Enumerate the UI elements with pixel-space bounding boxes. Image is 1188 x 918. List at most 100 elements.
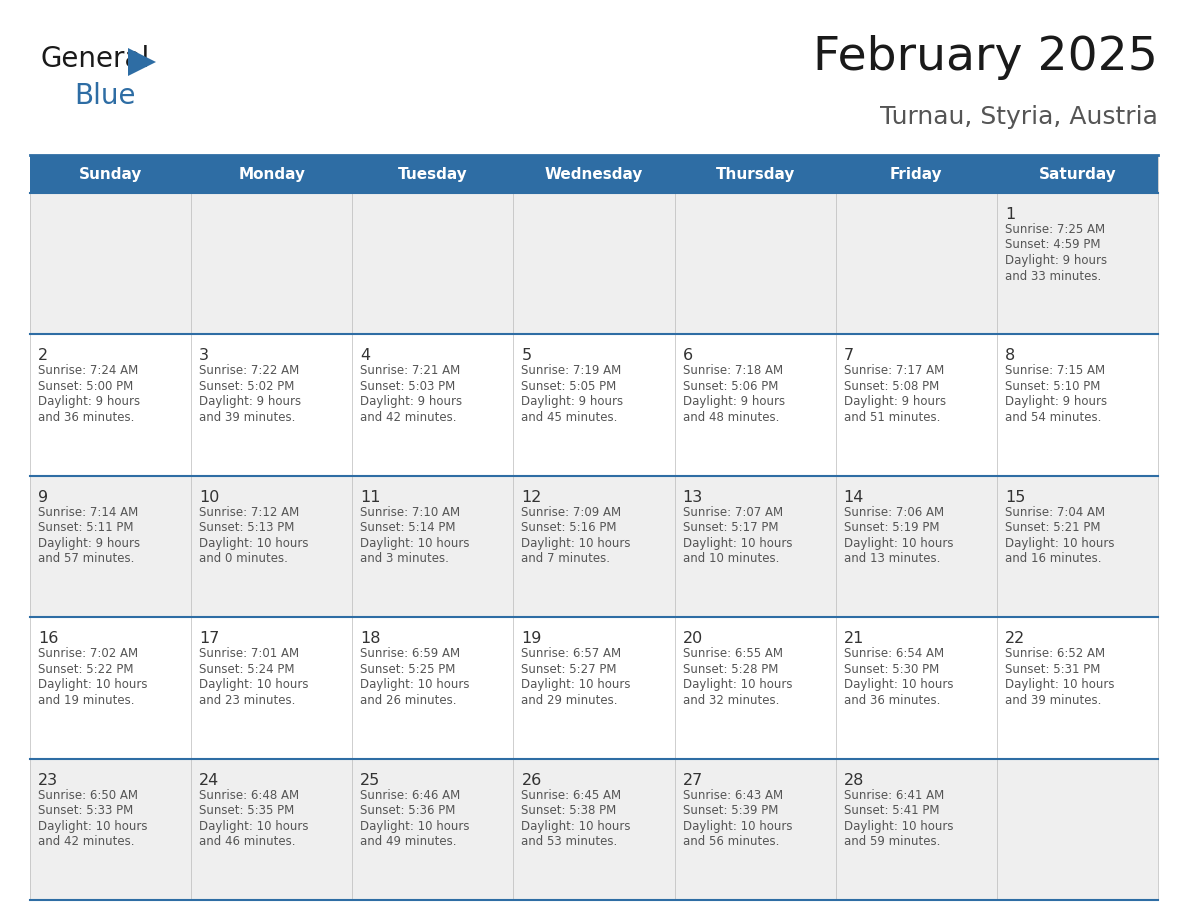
- Text: and 19 minutes.: and 19 minutes.: [38, 694, 134, 707]
- Text: Sunrise: 7:24 AM: Sunrise: 7:24 AM: [38, 364, 138, 377]
- Text: and 49 minutes.: and 49 minutes.: [360, 835, 456, 848]
- Text: and 42 minutes.: and 42 minutes.: [38, 835, 134, 848]
- Text: Sunrise: 7:02 AM: Sunrise: 7:02 AM: [38, 647, 138, 660]
- Bar: [30, 476, 191, 617]
- Text: and 36 minutes.: and 36 minutes.: [843, 694, 940, 707]
- Text: 2: 2: [38, 349, 49, 364]
- Text: Sunset: 5:38 PM: Sunset: 5:38 PM: [522, 804, 617, 817]
- Text: Sunrise: 6:45 AM: Sunrise: 6:45 AM: [522, 789, 621, 801]
- Bar: [353, 476, 513, 617]
- Text: Sunset: 5:13 PM: Sunset: 5:13 PM: [200, 521, 295, 534]
- Text: Sunrise: 6:41 AM: Sunrise: 6:41 AM: [843, 789, 944, 801]
- Bar: [997, 476, 1158, 617]
- Text: 1: 1: [1005, 207, 1015, 222]
- Text: Sunset: 5:21 PM: Sunset: 5:21 PM: [1005, 521, 1100, 534]
- Text: 5: 5: [522, 349, 531, 364]
- Bar: [835, 758, 997, 900]
- Text: 21: 21: [843, 632, 864, 646]
- Text: Daylight: 9 hours: Daylight: 9 hours: [200, 396, 302, 409]
- Text: Sunset: 4:59 PM: Sunset: 4:59 PM: [1005, 239, 1100, 252]
- Text: Sunrise: 7:18 AM: Sunrise: 7:18 AM: [683, 364, 783, 377]
- Text: and 42 minutes.: and 42 minutes.: [360, 411, 456, 424]
- Text: 15: 15: [1005, 490, 1025, 505]
- Text: Sunset: 5:17 PM: Sunset: 5:17 PM: [683, 521, 778, 534]
- Text: Sunset: 5:28 PM: Sunset: 5:28 PM: [683, 663, 778, 676]
- Text: 11: 11: [360, 490, 381, 505]
- Text: Saturday: Saturday: [1038, 166, 1117, 182]
- Text: 25: 25: [360, 773, 380, 788]
- Text: Sunrise: 7:07 AM: Sunrise: 7:07 AM: [683, 506, 783, 519]
- Text: Sunset: 5:19 PM: Sunset: 5:19 PM: [843, 521, 940, 534]
- Text: Sunset: 5:35 PM: Sunset: 5:35 PM: [200, 804, 295, 817]
- Bar: [30, 334, 191, 476]
- Text: Sunrise: 6:48 AM: Sunrise: 6:48 AM: [200, 789, 299, 801]
- Text: 22: 22: [1005, 632, 1025, 646]
- Text: Sunrise: 6:54 AM: Sunrise: 6:54 AM: [843, 647, 943, 660]
- Bar: [30, 617, 191, 758]
- Text: Sunrise: 7:15 AM: Sunrise: 7:15 AM: [1005, 364, 1105, 377]
- Bar: [675, 617, 835, 758]
- Text: and 3 minutes.: and 3 minutes.: [360, 553, 449, 565]
- Bar: [513, 334, 675, 476]
- Text: Sunset: 5:27 PM: Sunset: 5:27 PM: [522, 663, 617, 676]
- Text: Sunset: 5:02 PM: Sunset: 5:02 PM: [200, 380, 295, 393]
- Bar: [835, 193, 997, 334]
- Text: 23: 23: [38, 773, 58, 788]
- Text: and 36 minutes.: and 36 minutes.: [38, 411, 134, 424]
- Text: Sunrise: 7:12 AM: Sunrise: 7:12 AM: [200, 506, 299, 519]
- Text: Sunrise: 7:19 AM: Sunrise: 7:19 AM: [522, 364, 621, 377]
- Text: 28: 28: [843, 773, 864, 788]
- Text: Sunrise: 6:46 AM: Sunrise: 6:46 AM: [360, 789, 461, 801]
- Text: Sunrise: 6:52 AM: Sunrise: 6:52 AM: [1005, 647, 1105, 660]
- Text: Sunrise: 7:21 AM: Sunrise: 7:21 AM: [360, 364, 461, 377]
- Bar: [513, 758, 675, 900]
- Text: Sunset: 5:33 PM: Sunset: 5:33 PM: [38, 804, 133, 817]
- Text: Sunset: 5:31 PM: Sunset: 5:31 PM: [1005, 663, 1100, 676]
- Text: Sunrise: 7:17 AM: Sunrise: 7:17 AM: [843, 364, 944, 377]
- Text: Daylight: 10 hours: Daylight: 10 hours: [522, 820, 631, 833]
- Bar: [675, 193, 835, 334]
- Bar: [353, 758, 513, 900]
- Text: and 39 minutes.: and 39 minutes.: [200, 411, 296, 424]
- Text: Daylight: 9 hours: Daylight: 9 hours: [522, 396, 624, 409]
- Bar: [997, 617, 1158, 758]
- Text: and 26 minutes.: and 26 minutes.: [360, 694, 456, 707]
- Text: Daylight: 10 hours: Daylight: 10 hours: [38, 678, 147, 691]
- Polygon shape: [128, 48, 156, 76]
- Text: Sunset: 5:10 PM: Sunset: 5:10 PM: [1005, 380, 1100, 393]
- Text: Daylight: 10 hours: Daylight: 10 hours: [200, 678, 309, 691]
- Text: Sunset: 5:06 PM: Sunset: 5:06 PM: [683, 380, 778, 393]
- Text: and 32 minutes.: and 32 minutes.: [683, 694, 779, 707]
- Text: Sunset: 5:25 PM: Sunset: 5:25 PM: [360, 663, 456, 676]
- Text: 20: 20: [683, 632, 703, 646]
- Text: Daylight: 10 hours: Daylight: 10 hours: [1005, 678, 1114, 691]
- Text: and 33 minutes.: and 33 minutes.: [1005, 270, 1101, 283]
- Text: and 23 minutes.: and 23 minutes.: [200, 694, 296, 707]
- Text: Sunrise: 6:43 AM: Sunrise: 6:43 AM: [683, 789, 783, 801]
- Bar: [513, 476, 675, 617]
- Text: General: General: [40, 45, 150, 73]
- Bar: [997, 758, 1158, 900]
- Text: 12: 12: [522, 490, 542, 505]
- Text: and 57 minutes.: and 57 minutes.: [38, 553, 134, 565]
- Text: and 54 minutes.: and 54 minutes.: [1005, 411, 1101, 424]
- Text: Sunset: 5:00 PM: Sunset: 5:00 PM: [38, 380, 133, 393]
- Bar: [353, 334, 513, 476]
- Text: Daylight: 10 hours: Daylight: 10 hours: [1005, 537, 1114, 550]
- Text: Daylight: 9 hours: Daylight: 9 hours: [1005, 254, 1107, 267]
- Text: Daylight: 10 hours: Daylight: 10 hours: [360, 820, 469, 833]
- Bar: [353, 193, 513, 334]
- Text: Sunrise: 7:01 AM: Sunrise: 7:01 AM: [200, 647, 299, 660]
- Text: 18: 18: [360, 632, 381, 646]
- Text: Thursday: Thursday: [715, 166, 795, 182]
- Text: and 7 minutes.: and 7 minutes.: [522, 553, 611, 565]
- Text: and 29 minutes.: and 29 minutes.: [522, 694, 618, 707]
- Text: 19: 19: [522, 632, 542, 646]
- Text: and 10 minutes.: and 10 minutes.: [683, 553, 779, 565]
- Text: 17: 17: [200, 632, 220, 646]
- Text: Sunrise: 7:09 AM: Sunrise: 7:09 AM: [522, 506, 621, 519]
- Bar: [191, 617, 353, 758]
- Text: and 48 minutes.: and 48 minutes.: [683, 411, 779, 424]
- Text: 26: 26: [522, 773, 542, 788]
- Text: Daylight: 10 hours: Daylight: 10 hours: [843, 678, 953, 691]
